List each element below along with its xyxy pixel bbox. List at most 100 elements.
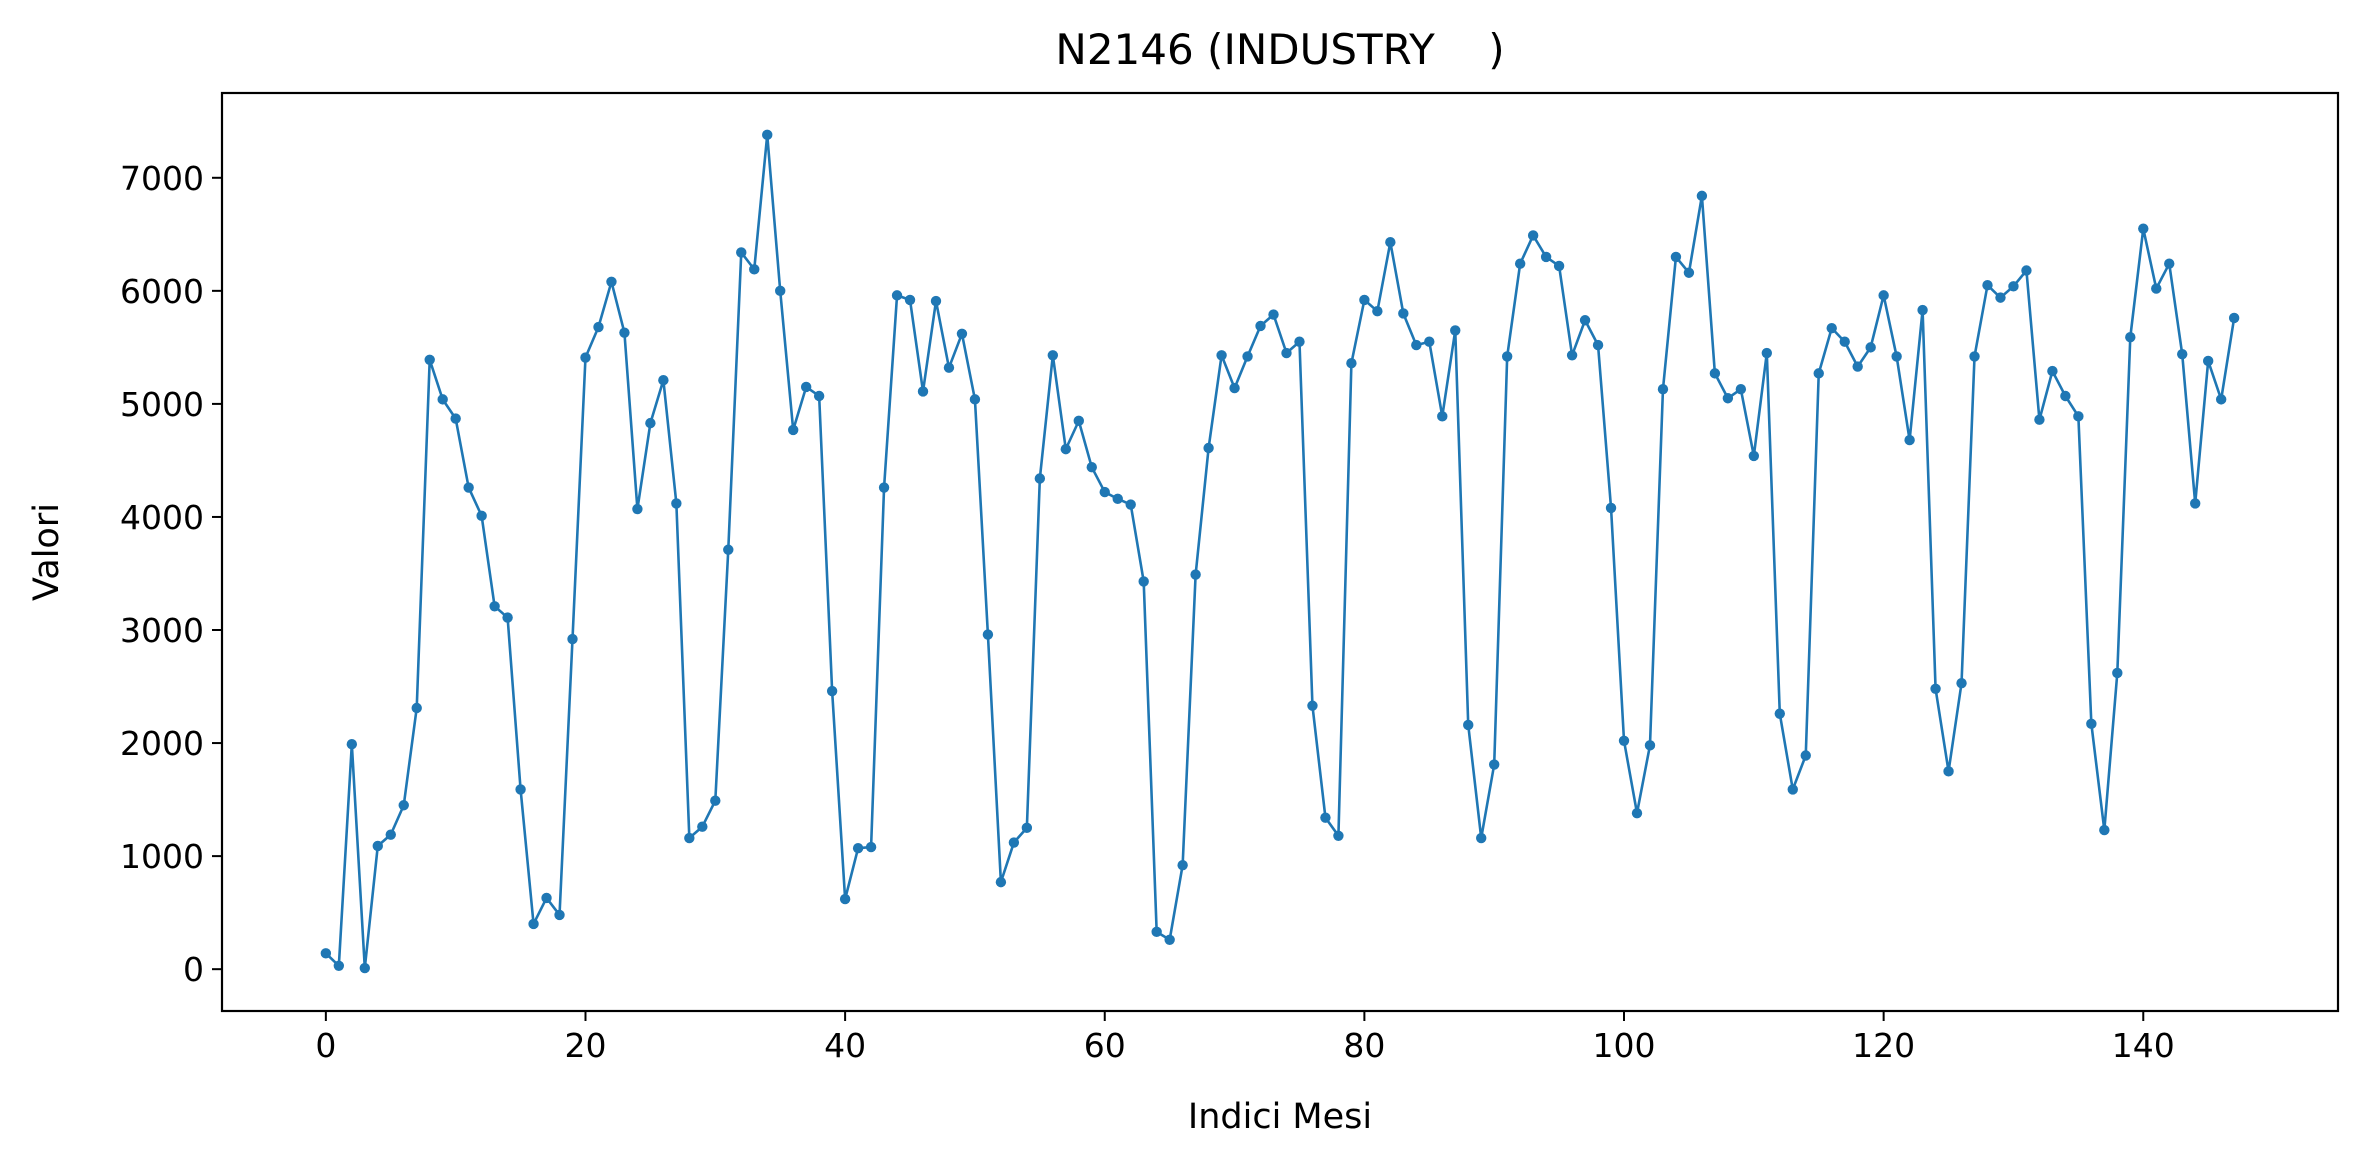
data-point: [1099, 486, 1110, 498]
data-point: [1333, 830, 1344, 841]
series-line: [324, 133, 2236, 970]
y-tick-label: 3000: [120, 611, 204, 650]
y-tick-label: 2000: [120, 724, 204, 763]
data-point: [1372, 305, 1383, 317]
data-point: [346, 738, 358, 750]
data-point: [2151, 283, 2162, 294]
data-point: [398, 800, 409, 811]
chart-title: N2146 (INDUSTRY ): [1055, 25, 1504, 74]
data-point: [606, 276, 617, 287]
data-point: [333, 960, 345, 971]
data-point: [1839, 336, 1850, 347]
x-tick-label: 20: [564, 1026, 606, 1065]
data-point: [1190, 569, 1201, 580]
data-point: [800, 381, 812, 393]
x-tick-label: 140: [2112, 1026, 2175, 1065]
data-point: [1294, 336, 1305, 347]
x-tick-label: 100: [1593, 1026, 1656, 1065]
data-point: [969, 394, 981, 405]
y-tick-label: 4000: [120, 498, 204, 537]
y-tick-label: 6000: [120, 272, 204, 311]
data-point: [1891, 351, 1902, 362]
data-point: [1644, 740, 1656, 751]
data-point: [1255, 320, 1266, 332]
data-point: [1514, 258, 1526, 269]
data-point: [1878, 290, 1889, 301]
data-point: [1112, 493, 1123, 505]
x-tick-label: 0: [315, 1026, 336, 1065]
data-point: [1489, 759, 1500, 770]
data-point: [1411, 339, 1422, 351]
data-point: [1969, 351, 1980, 362]
data-point: [1359, 294, 1370, 306]
data-point: [1034, 473, 1046, 484]
data-point: [1709, 368, 1721, 379]
data-point: [2086, 718, 2097, 730]
data-point: [1618, 735, 1630, 746]
data-point: [320, 948, 332, 959]
data-point: [2021, 265, 2032, 276]
data-point: [723, 544, 734, 555]
data-point: [1177, 859, 1188, 871]
data-point: [813, 390, 825, 402]
y-tick-label: 1000: [120, 837, 204, 876]
data-point: [580, 352, 591, 363]
data-point: [930, 295, 942, 307]
data-point: [995, 876, 1007, 888]
data-point: [1008, 837, 1020, 848]
data-point: [878, 482, 890, 493]
data-point: [567, 633, 578, 645]
data-point: [1813, 368, 1824, 379]
data-point: [450, 413, 461, 424]
data-point: [1307, 700, 1318, 711]
data-point: [2125, 332, 2136, 343]
data-point: [787, 424, 799, 436]
data-point: [1930, 683, 1941, 694]
data-point: [1566, 350, 1578, 361]
data-point: [2073, 411, 2084, 422]
data-point: [1540, 251, 1552, 263]
data-point: [1242, 351, 1253, 362]
data-point: [1605, 502, 1617, 514]
data-point: [684, 832, 695, 844]
data-point: [424, 354, 435, 366]
y-axis-label: Valori: [27, 503, 67, 601]
data-point: [2060, 390, 2071, 402]
data-point: [1956, 677, 1967, 689]
data-point: [1501, 351, 1513, 362]
x-tick-label: 120: [1852, 1026, 1915, 1065]
data-point: [515, 784, 526, 795]
data-point: [839, 893, 851, 905]
data-point: [2190, 498, 2201, 509]
data-point: [956, 328, 968, 340]
data-point: [1696, 190, 1708, 202]
data-point: [826, 685, 838, 697]
data-point: [1657, 384, 1669, 395]
data-point: [1826, 322, 1837, 334]
data-point: [982, 629, 994, 640]
data-point: [2215, 394, 2227, 405]
data-point: [1735, 384, 1747, 395]
data-point: [775, 285, 786, 297]
data-point: [1527, 230, 1539, 241]
data-point: [1151, 926, 1162, 938]
data-point: [1670, 251, 1682, 263]
data-point: [1021, 822, 1033, 834]
data-point: [619, 327, 630, 338]
data-point: [2164, 258, 2175, 269]
data-point: [1281, 347, 1292, 359]
data-point: [697, 821, 708, 832]
data-point: [865, 841, 877, 853]
data-point: [385, 829, 396, 840]
data-point: [658, 374, 669, 386]
x-tick-label: 80: [1343, 1026, 1385, 1065]
data-point: [1865, 342, 1876, 353]
data-point: [632, 503, 643, 515]
data-point: [749, 264, 760, 275]
y-tick-label: 7000: [120, 159, 204, 198]
data-point: [1995, 292, 2006, 303]
x-axis-label: Indici Mesi: [1188, 1097, 1372, 1137]
data-point: [1216, 350, 1227, 361]
